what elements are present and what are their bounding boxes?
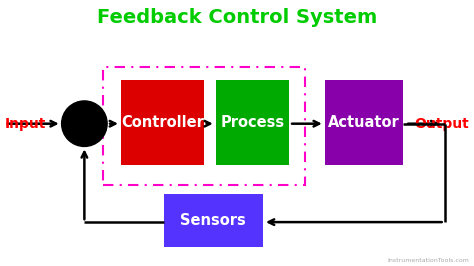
Text: Controller: Controller xyxy=(121,115,204,130)
Text: Sensors: Sensors xyxy=(181,213,246,228)
Bar xyxy=(325,80,403,165)
Text: Output: Output xyxy=(414,117,469,131)
Bar xyxy=(164,194,263,247)
Text: InstrumentationTools.com: InstrumentationTools.com xyxy=(387,258,469,263)
Bar xyxy=(216,80,289,165)
Text: Feedback Control System: Feedback Control System xyxy=(97,8,377,27)
Text: Actuator: Actuator xyxy=(328,115,400,130)
Text: Input: Input xyxy=(5,117,46,131)
Text: Process: Process xyxy=(220,115,284,130)
Ellipse shape xyxy=(62,101,107,147)
Bar xyxy=(121,80,204,165)
Bar xyxy=(103,66,305,185)
